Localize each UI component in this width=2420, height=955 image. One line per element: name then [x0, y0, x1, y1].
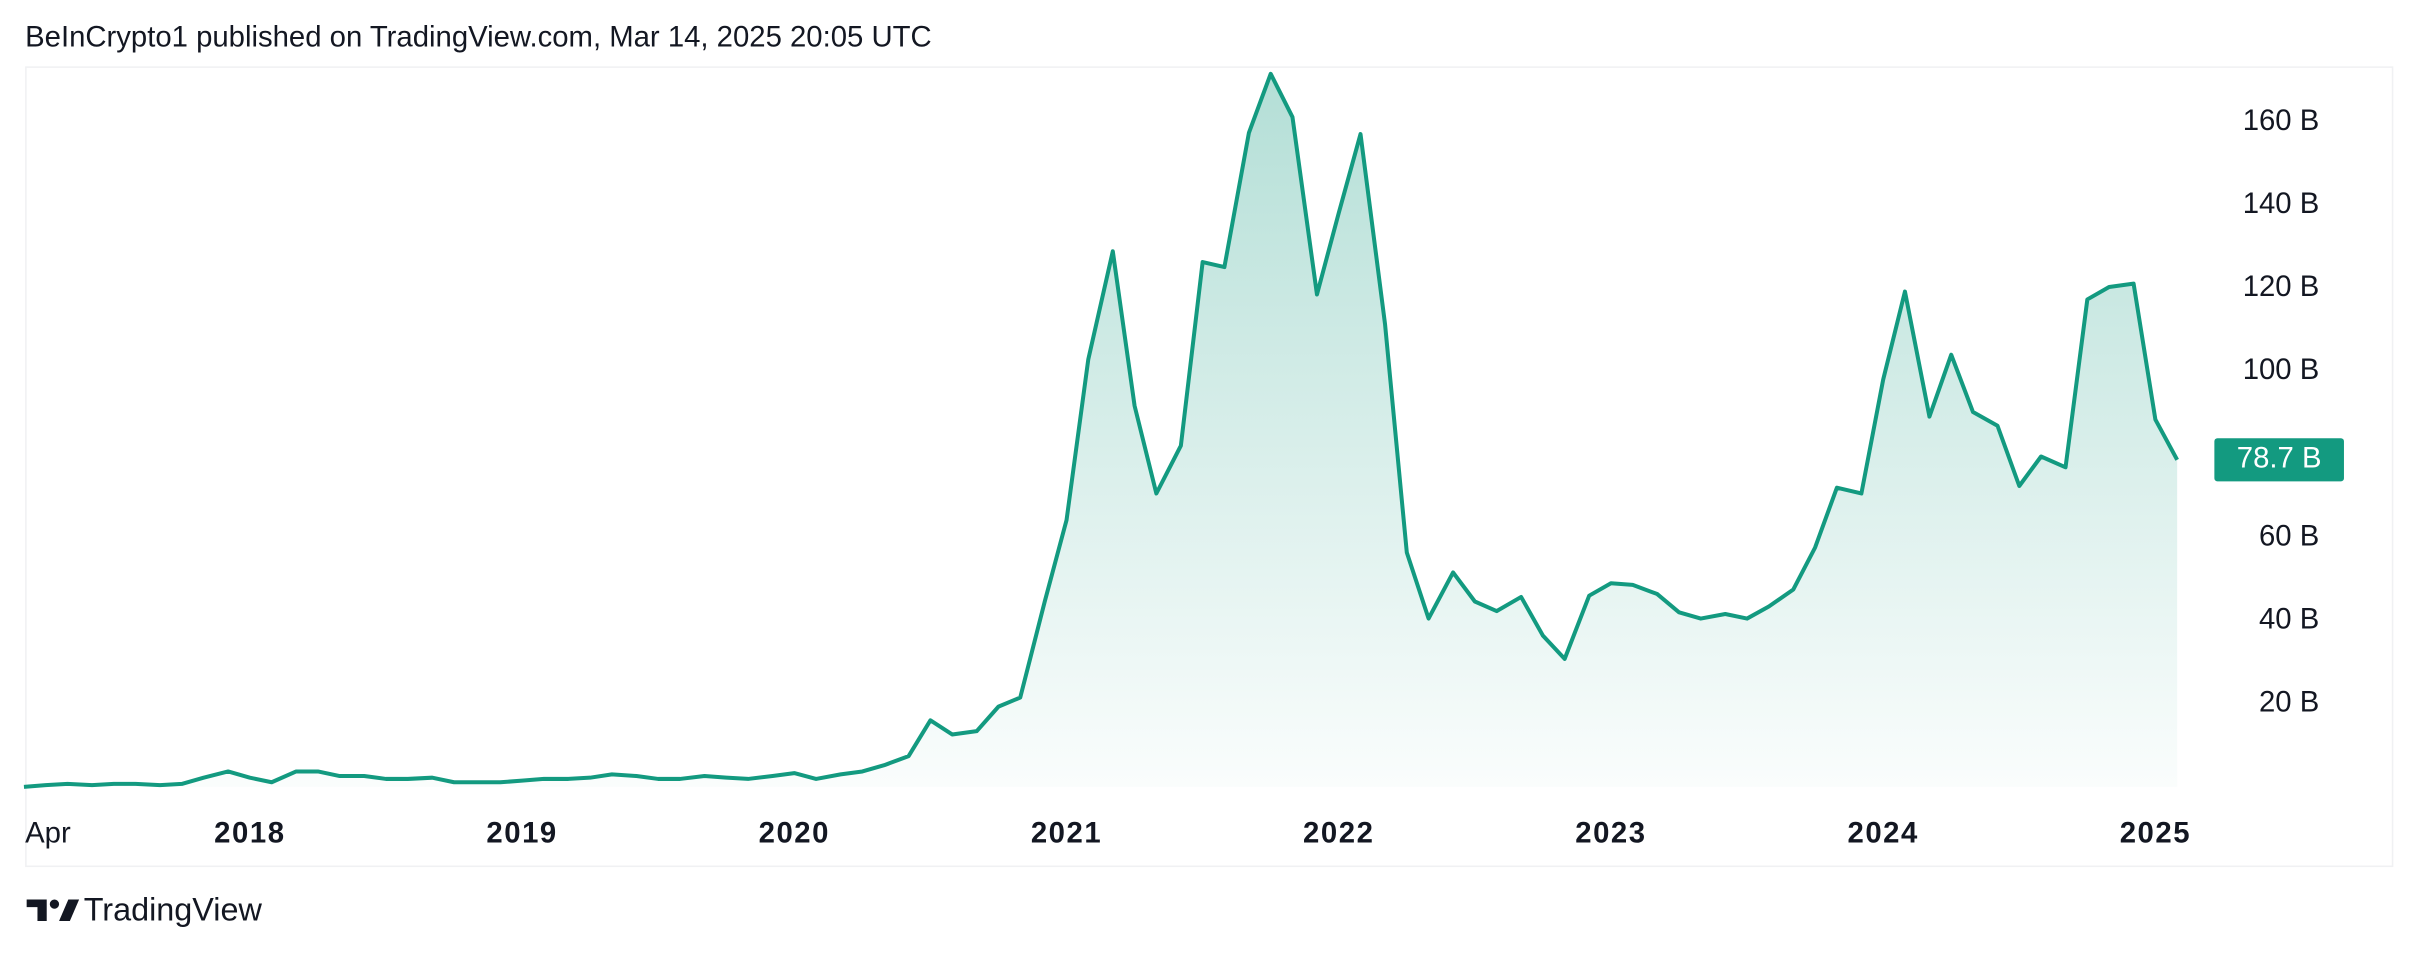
x-tick-label: 2019 — [486, 816, 557, 849]
last-value-badge — [2214, 438, 2344, 482]
x-tick-label: Apr — [25, 816, 71, 849]
x-tick-label: 2023 — [1575, 816, 1646, 849]
footer-brand: TradingView — [84, 891, 263, 927]
x-tick-label: 2022 — [1303, 816, 1374, 849]
x-tick-label: 2024 — [1847, 816, 1918, 849]
y-tick-label: 140 B — [2243, 187, 2320, 220]
y-tick-label: 120 B — [2243, 270, 2320, 303]
y-tick-label: 60 B — [2259, 519, 2319, 552]
y-tick-label: 40 B — [2259, 602, 2319, 635]
y-tick-label: 20 B — [2259, 685, 2319, 718]
line — [23, 71, 2179, 789]
x-tick-label: 2025 — [2120, 816, 2191, 849]
last-value-label: 78.7 B — [2237, 442, 2322, 475]
y-tick-label: 160 B — [2243, 104, 2320, 137]
x-tick-label: 2021 — [1031, 816, 1102, 849]
logo — [26, 899, 80, 922]
x-tick-label: 2020 — [759, 816, 830, 849]
chart-frame — [25, 66, 2394, 868]
header: BeInCrypto1 published on TradingView.com… — [25, 20, 932, 53]
x-tick-label: 2018 — [214, 816, 285, 849]
area-fill — [23, 73, 2178, 787]
y-tick-label: 100 B — [2243, 353, 2320, 386]
